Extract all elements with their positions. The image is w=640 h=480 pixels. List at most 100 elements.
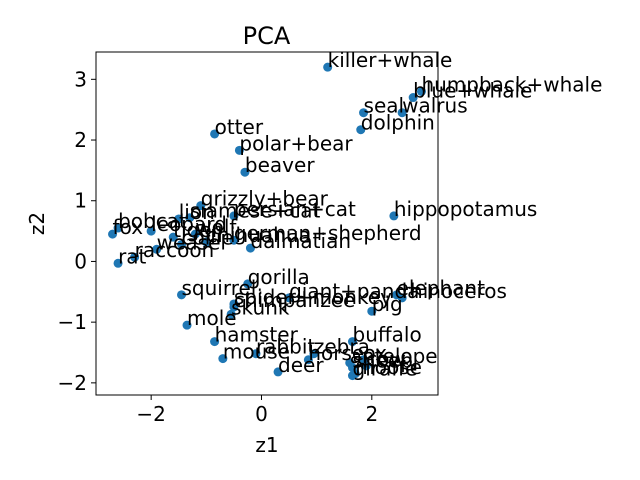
- point-hippopotamus: [389, 211, 399, 221]
- point-label: squirrel: [182, 276, 257, 300]
- point-label: antelope: [350, 344, 438, 368]
- x-tick-label: 2: [365, 402, 378, 426]
- point-label: horse: [308, 341, 364, 365]
- point-dalmatian: [245, 243, 255, 253]
- point-horse: [303, 355, 313, 365]
- point-label: cow: [366, 347, 406, 371]
- point-label: humpback+whale: [421, 72, 602, 96]
- point-label: pig: [372, 292, 403, 316]
- point-label: deer: [278, 353, 324, 377]
- point-chimpanzee: [229, 302, 239, 312]
- point-german+shepherd: [229, 235, 239, 245]
- point-raccoon: [130, 252, 140, 262]
- plot-frame: [95, 51, 439, 396]
- point-label: mole: [187, 306, 237, 330]
- point-beaver: [240, 167, 250, 177]
- point-label: giraffe: [353, 357, 418, 381]
- point-label: dolphin: [361, 111, 435, 135]
- point-otter: [210, 129, 220, 139]
- point-mouse: [218, 354, 228, 364]
- point-label: siamese+cat: [190, 199, 321, 223]
- point-mole: [182, 320, 192, 330]
- point-label: collie: [182, 225, 234, 249]
- point-grizzly+bear: [196, 201, 206, 211]
- point-polar+bear: [234, 145, 244, 155]
- point-label: dalmatian: [250, 229, 351, 253]
- point-fox: [108, 229, 118, 239]
- point-label: german+shepherd: [234, 221, 422, 245]
- point-label: grizzly+bear: [201, 187, 329, 211]
- point-label: spider+monkey: [234, 285, 392, 309]
- point-label: tiger: [173, 218, 220, 242]
- point-weasel: [152, 244, 162, 254]
- point-gorilla: [243, 279, 253, 289]
- y-tick-label: 2: [74, 128, 87, 152]
- point-label: moose: [355, 355, 422, 379]
- point-giraffe: [348, 371, 357, 381]
- point-label: hippopotamus: [394, 197, 537, 221]
- point-label: raccoon: [135, 238, 215, 262]
- x-axis-label: z1: [255, 433, 278, 457]
- point-collie: [177, 239, 186, 249]
- point-label: lion: [179, 200, 215, 224]
- point-pig: [367, 306, 377, 316]
- point-label: giant+panda: [289, 279, 419, 303]
- point-dolphin: [356, 125, 366, 135]
- y-axis-label: z2: [25, 212, 49, 235]
- point-label: beaver: [245, 153, 315, 177]
- y-axis-ticks: −2 −1 0 1 2 3: [58, 67, 96, 395]
- point-rat: [113, 258, 123, 268]
- y-tick-label: 0: [74, 249, 87, 273]
- x-tick-label: 0: [255, 402, 268, 426]
- point-label: otter: [215, 115, 264, 139]
- point-label: skunk: [231, 295, 290, 319]
- point-persian+cat: [229, 211, 239, 221]
- point-blue+whale: [408, 93, 418, 103]
- y-tick-label: −2: [58, 371, 87, 395]
- point-label: rabbit: [256, 335, 315, 359]
- y-tick-label: 1: [74, 189, 87, 213]
- point-cow: [361, 361, 371, 371]
- x-tick-label: −2: [136, 402, 165, 426]
- point-deer: [273, 367, 283, 377]
- point-rabbit: [251, 349, 261, 359]
- point-label: sheep: [353, 349, 413, 373]
- point-label: persian+cat: [234, 197, 356, 221]
- point-label: elephant: [397, 276, 485, 300]
- point-giant+panda: [284, 293, 294, 303]
- x-axis-ticks: −2 0 2: [136, 395, 378, 426]
- point-label: chimpanzee: [234, 288, 355, 312]
- point-zebra: [309, 349, 319, 359]
- point-lion: [174, 214, 184, 224]
- scatter-points: [108, 62, 426, 381]
- point-label: buffalo: [353, 323, 422, 347]
- point-label: rat: [118, 244, 146, 268]
- y-tick-label: 3: [74, 67, 87, 91]
- point-label: leopard: [151, 212, 227, 236]
- point-chihuahua: [201, 237, 211, 247]
- point-killer+whale: [323, 62, 333, 72]
- point-label: chihuahua: [206, 223, 310, 247]
- point-label: seal: [364, 94, 405, 118]
- point-skunk: [226, 309, 236, 319]
- point-leopard: [146, 226, 156, 236]
- point-label: wolf: [195, 215, 237, 239]
- point-siamese+cat: [185, 213, 195, 223]
- point-rhinoceros: [397, 293, 407, 303]
- point-label: gorilla: [248, 265, 310, 289]
- point-humpback+whale: [416, 86, 426, 96]
- point-label: walrus: [402, 94, 468, 118]
- point-buffalo: [348, 337, 357, 347]
- point-walrus: [397, 108, 407, 118]
- point-label: ox: [364, 341, 388, 365]
- point-wolf: [190, 229, 200, 239]
- point-bobcat: [113, 223, 123, 233]
- point-label: polar+bear: [239, 131, 353, 155]
- point-label: mouse: [223, 340, 290, 364]
- point-label: zebra: [314, 335, 370, 359]
- point-label: fox: [113, 215, 144, 239]
- point-labels: killer+whalehumpback+whaleblue+whaleseal…: [113, 48, 603, 380]
- point-tiger: [168, 232, 178, 242]
- point-label: bobcat: [118, 209, 187, 233]
